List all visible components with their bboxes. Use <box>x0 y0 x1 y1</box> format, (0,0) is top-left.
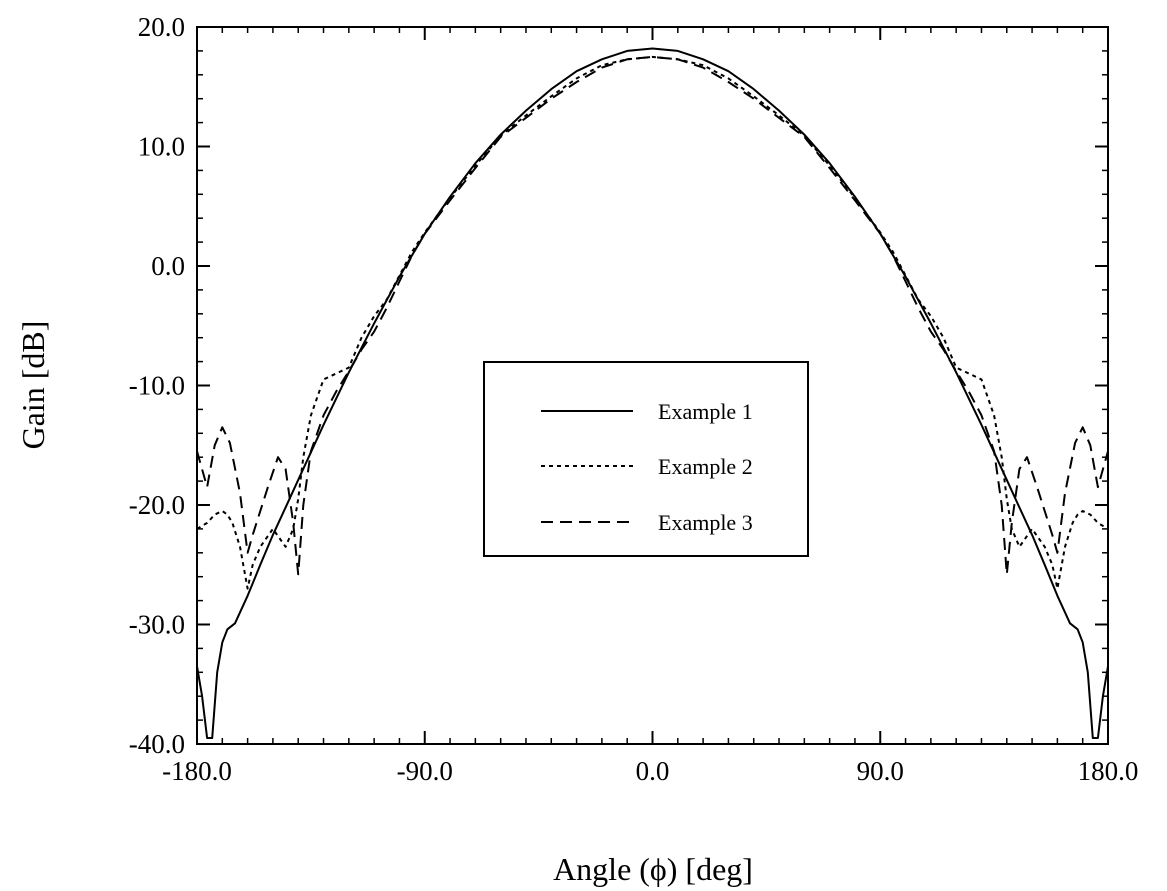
y-tick-label: 0.0 <box>151 251 185 281</box>
series-layer <box>196 47 1109 739</box>
x-tick-label: 0.0 <box>636 756 670 786</box>
series-line-example-2 <box>196 55 1109 590</box>
y-axis-title: Gain [dB] <box>15 321 51 450</box>
legend-box <box>483 361 809 557</box>
series-line-example-1 <box>196 47 1109 739</box>
y-tick-label: -40.0 <box>129 729 185 759</box>
legend: Example 1 Example 2 Example 3 <box>483 361 809 557</box>
legend-label-example-3: Example 3 <box>658 510 753 535</box>
legend-label-example-1: Example 1 <box>658 399 753 424</box>
x-tick-label: -90.0 <box>397 756 453 786</box>
x-axis-title: Angle (ϕ) [deg] <box>553 851 753 887</box>
y-tick-label: -10.0 <box>129 371 185 401</box>
plot-frame <box>196 26 1109 745</box>
legend-label-example-2: Example 2 <box>658 454 753 479</box>
x-tick-label: -180.0 <box>162 756 232 786</box>
y-tick-label: 20.0 <box>138 12 185 42</box>
series-line-example-3 <box>196 55 1109 576</box>
y-tick-label: -30.0 <box>129 610 185 640</box>
x-tick-label: 180.0 <box>1078 756 1139 786</box>
y-tick-label: 10.0 <box>138 132 185 162</box>
y-tick-label: -20.0 <box>129 490 185 520</box>
tick-labels: -180.0 -90.0 0.0 90.0 180.0 -40.0 -30.0 -20.0 -1… <box>129 12 1139 786</box>
x-tick-label: 90.0 <box>857 756 904 786</box>
